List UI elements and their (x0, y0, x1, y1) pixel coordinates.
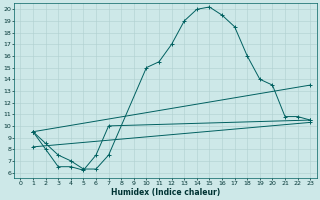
X-axis label: Humidex (Indice chaleur): Humidex (Indice chaleur) (111, 188, 220, 197)
